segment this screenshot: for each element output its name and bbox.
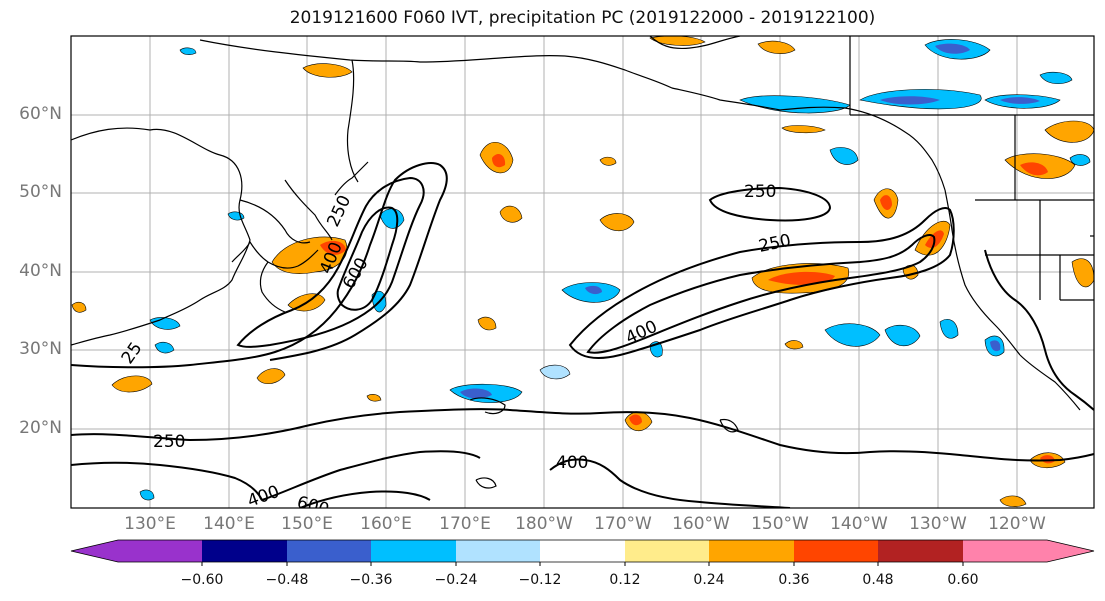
colorbar-tick-label: 0.24 <box>693 572 725 588</box>
contour-label: 400 <box>556 453 588 473</box>
ivt-contour-400-mid <box>549 458 791 508</box>
lon-label-160e: 160°E <box>360 514 412 534</box>
ivt-contour-250-south <box>71 408 1094 462</box>
ivt-contour-400-east <box>586 234 936 354</box>
precip-patch <box>999 495 1027 507</box>
precip-patch <box>1039 71 1073 84</box>
precip-patch <box>768 271 835 285</box>
colorbar-swatch <box>371 540 456 562</box>
colorbar-outline <box>70 539 1095 563</box>
ivt-contour-250-eastern <box>984 249 1094 411</box>
precip-patch <box>71 301 87 313</box>
coastlines <box>71 36 1094 489</box>
precip-patch <box>829 147 859 165</box>
precip-patch <box>366 394 382 402</box>
colorbar-tick-label: −0.24 <box>434 572 478 588</box>
colorbar-swatch <box>963 540 1047 562</box>
lat-label-60n: 60°N <box>19 104 62 124</box>
precip-patch <box>460 388 492 399</box>
lon-label-160w: 160°W <box>672 514 730 534</box>
precip-patch <box>477 316 497 331</box>
precip-patch <box>320 240 346 255</box>
precip-patch <box>1020 162 1048 176</box>
precip-patch <box>629 414 642 426</box>
colorbar-tick-label: 0.48 <box>862 572 894 588</box>
lon-label-140e: 140°E <box>203 514 255 534</box>
precip-patch <box>154 341 175 354</box>
precip-patch <box>179 47 197 55</box>
colorbar-swatch <box>287 540 371 562</box>
ivt-contours <box>71 162 1094 508</box>
colorbar <box>70 539 1095 566</box>
lon-label-130e: 130°E <box>124 514 176 534</box>
precip-patch <box>781 125 826 134</box>
precip-patch <box>935 43 970 54</box>
colorbar-extend-right <box>1047 540 1094 562</box>
precip-patch <box>1071 258 1094 288</box>
precip-patch <box>1069 154 1091 166</box>
precip-patch <box>499 205 523 223</box>
precip-patch <box>939 319 959 339</box>
precip-patch <box>302 63 353 78</box>
precip-negative-patches <box>139 39 1091 501</box>
precip-patch <box>111 375 153 393</box>
lat-label-20n: 20°N <box>19 418 62 438</box>
precip-patch <box>539 364 571 380</box>
precip-patch <box>599 213 635 232</box>
lat-label-50n: 50°N <box>19 182 62 202</box>
colorbar-extend-left <box>71 540 118 562</box>
lon-label-140w: 140°W <box>830 514 888 534</box>
precip-patch <box>1000 97 1040 104</box>
colorbar-tick-label: 0.60 <box>947 572 979 588</box>
lon-label-130w: 130°W <box>909 514 967 534</box>
contour-label: 250 <box>153 432 185 452</box>
ivt-contour-400-west <box>236 176 425 348</box>
lon-label-120w: 120°W <box>988 514 1046 534</box>
map-frame <box>70 35 1095 509</box>
colorbar-swatch <box>625 540 709 562</box>
precip-patch <box>880 96 940 105</box>
colorbar-swatch <box>878 540 963 562</box>
lat-label-30n: 30°N <box>19 339 62 359</box>
colorbar-tick-label: −0.48 <box>265 572 309 588</box>
colorbar-swatch <box>202 540 287 562</box>
colorbar-swatch <box>456 540 540 562</box>
ivt-contour-600-south <box>299 490 431 508</box>
colorbar-swatch <box>794 540 878 562</box>
colorbar-swatch <box>118 540 202 562</box>
colorbar-tick-label: −0.60 <box>180 572 224 588</box>
lon-label-150w: 150°W <box>751 514 809 534</box>
colorbar-tick-label: 0.12 <box>609 572 641 588</box>
colorbar-swatch <box>540 540 625 562</box>
precip-patch <box>139 489 155 501</box>
ivt-contour-250-east <box>568 207 955 359</box>
lat-label-40n: 40°N <box>19 261 62 281</box>
precip-patch <box>585 285 602 295</box>
precip-patch <box>990 340 1001 352</box>
precip-patch <box>880 195 892 211</box>
precip-positive-patches <box>71 36 1094 507</box>
precip-patch <box>784 340 804 350</box>
map-title: 2019121600 F060 IVT, precipitation PC (2… <box>289 8 876 28</box>
lon-label-180w: 180°W <box>515 514 573 534</box>
precip-patch <box>492 154 506 168</box>
contour-label: 250 <box>744 182 776 202</box>
ivt-contour-400-south <box>71 450 481 501</box>
ivt-contour-250-cut <box>708 186 832 222</box>
colorbar-tick-label: −0.12 <box>518 572 562 588</box>
colorbar-swatch <box>709 540 794 562</box>
colorbar-tick-label: −0.36 <box>349 572 393 588</box>
precip-patch <box>256 368 286 384</box>
colorbar-tick-label: 0.36 <box>778 572 810 588</box>
precip-patch <box>599 156 617 166</box>
lon-label-170e: 170°E <box>439 514 491 534</box>
lon-label-170w: 170°W <box>594 514 652 534</box>
precip-patch <box>757 40 796 54</box>
lon-label-150e: 150°E <box>281 514 333 534</box>
ivt-contour-600-west <box>336 206 399 311</box>
precip-patch <box>824 323 881 347</box>
precip-patch <box>884 324 921 347</box>
